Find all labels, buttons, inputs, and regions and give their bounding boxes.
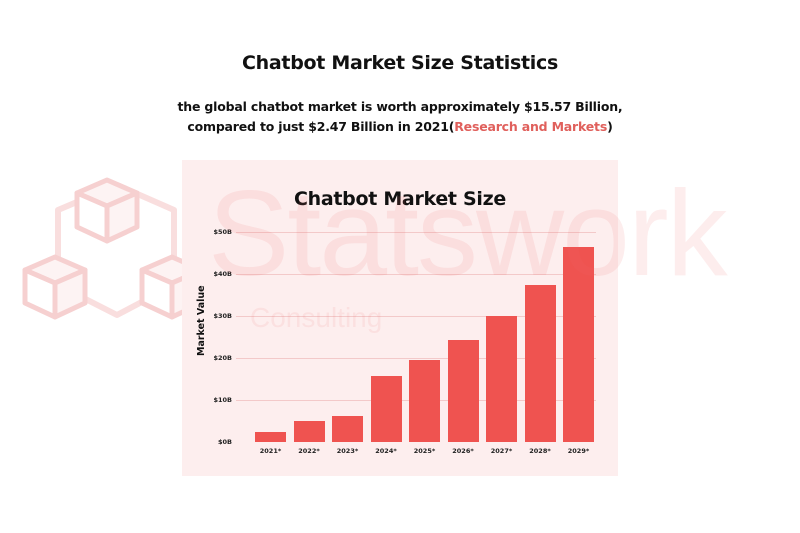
bar-2021 — [255, 431, 286, 442]
x-tick-label: 2022* — [298, 447, 320, 455]
gridline — [236, 316, 596, 317]
y-tick-label: $0B — [218, 438, 232, 446]
x-tick-label: 2021* — [259, 447, 282, 455]
x-tick-label: 2027* — [490, 447, 513, 455]
bar-2029 — [563, 247, 594, 442]
x-tick-label: 2025* — [413, 447, 436, 455]
bar-2026 — [447, 339, 479, 442]
page-title: Chatbot Market Size Statistics — [242, 52, 558, 74]
bar-2025 — [409, 360, 440, 442]
x-tick-label: 2029* — [567, 447, 590, 455]
bar-2022 — [293, 421, 325, 442]
plot-area: $0B $10B $20B $30B $40B $50B 2021* 2022* 2023* 20… — [182, 160, 618, 476]
source-link[interactable]: Research and Markets — [454, 119, 608, 134]
chart-title: Chatbot Market Size — [294, 188, 506, 210]
y-tick-label: $30B — [213, 312, 232, 320]
chart-panel: Chatbot Market Size Market Value $0B $10B… — [182, 160, 618, 476]
bar-2028 — [524, 284, 556, 442]
y-tick-label: $10B — [213, 396, 232, 404]
x-tick-label: 2028* — [529, 447, 551, 455]
x-tick-label: 2023* — [336, 447, 359, 455]
gridline — [236, 274, 596, 275]
y-tick-label: $50B — [213, 228, 232, 236]
x-tick-label: 2026* — [452, 447, 474, 455]
subtitle-line-1: the global chatbot market is worth appro… — [177, 99, 623, 114]
subtitle-close: ) — [607, 119, 613, 134]
y-tick-label: $20B — [213, 354, 232, 362]
bar-2023 — [332, 415, 363, 442]
x-tick-label: 2024* — [375, 447, 397, 455]
bar-2027 — [486, 315, 517, 442]
subtitle-line-2-text: compared to just $2.47 Billion in 2021( — [187, 119, 455, 134]
gridline — [236, 232, 596, 233]
page-subtitle: the global chatbot market is worth appro… — [0, 97, 800, 137]
bar-2024 — [370, 376, 402, 442]
subtitle-line-2: compared to just $2.47 Billion in 2021(R… — [0, 117, 800, 137]
gridline — [236, 358, 596, 359]
y-tick-label: $40B — [213, 270, 232, 278]
